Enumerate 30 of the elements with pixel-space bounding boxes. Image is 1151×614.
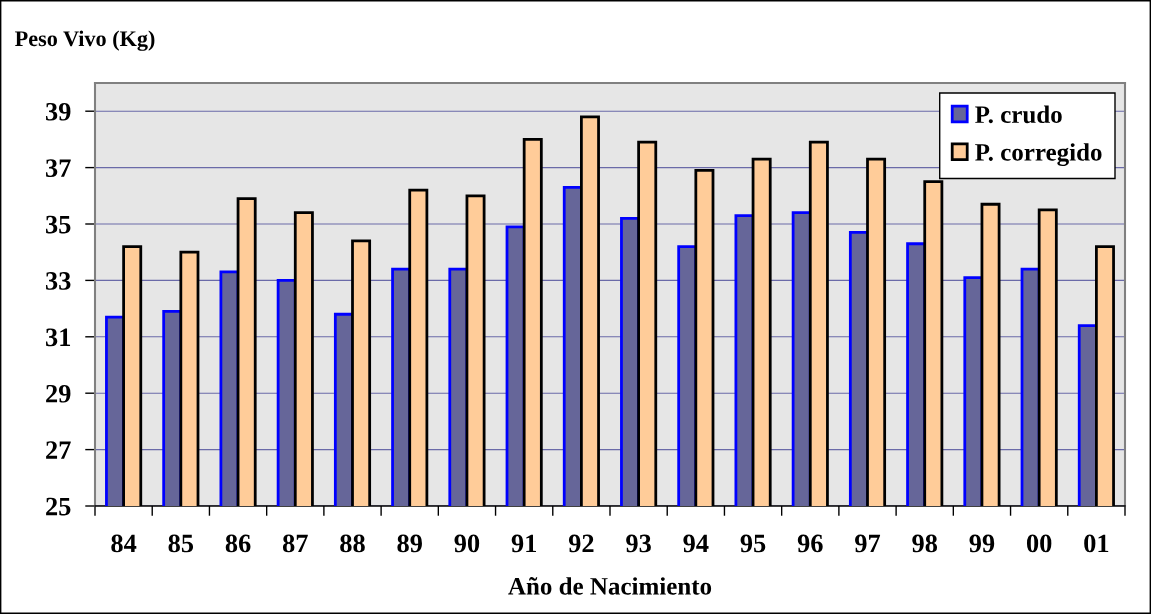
x-tick-label: 01 [1084, 534, 1109, 553]
x-tick-label: 94 [683, 534, 709, 553]
x-tick-label: 93 [626, 534, 651, 553]
x-tick-label: 96 [797, 534, 823, 553]
x-tick-label: 00 [1026, 534, 1052, 553]
y-axis-title: Peso Vivo (Kg) [15, 30, 155, 51]
x-tick-label: 92 [568, 534, 594, 553]
x-tick-label: 98 [912, 534, 938, 553]
x-axis-title: Año de Nacimiento [508, 577, 712, 595]
x-tick-label: 86 [225, 534, 251, 553]
x-tick-label: 95 [740, 534, 766, 553]
y-tick-label: 27 [46, 441, 71, 459]
x-tick-label: 84 [111, 534, 137, 553]
legend-label: P. crudo [975, 105, 1062, 124]
x-tick-label: 87 [282, 534, 308, 553]
x-tick-label: 85 [168, 534, 194, 553]
x-tick-label: 89 [397, 534, 422, 553]
x-tick-label: 91 [511, 534, 536, 553]
y-tick-label: 35 [45, 215, 71, 234]
y-tick-label: 33 [45, 272, 71, 290]
x-tick-label: 97 [855, 534, 881, 553]
x-tick-label: 88 [340, 534, 365, 553]
x-tick-label: 99 [969, 534, 995, 553]
x-tick-label: 90 [454, 534, 480, 553]
y-tick-label: 29 [46, 384, 71, 403]
y-tick-label: 39 [45, 102, 71, 121]
legend-label: P. corregido [975, 143, 1102, 167]
y-tick-label: 37 [45, 159, 71, 178]
y-tick-label: 25 [46, 497, 71, 516]
y-tick-label: 31 [45, 328, 71, 347]
